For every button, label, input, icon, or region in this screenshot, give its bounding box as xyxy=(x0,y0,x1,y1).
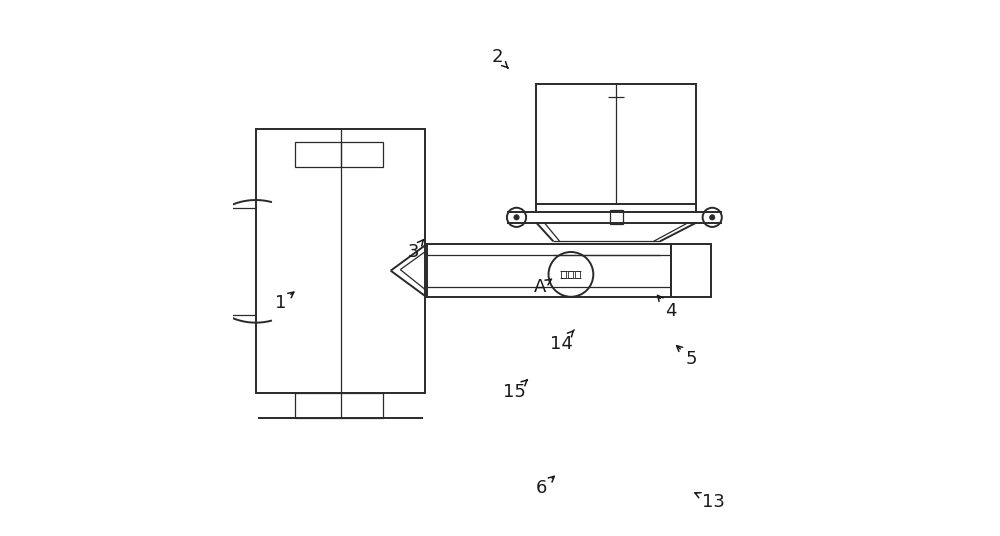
Text: 1: 1 xyxy=(275,292,294,311)
Circle shape xyxy=(507,208,526,227)
Text: 4: 4 xyxy=(658,295,676,319)
Text: 14: 14 xyxy=(550,330,574,353)
Circle shape xyxy=(703,208,722,227)
Bar xyxy=(427,244,671,297)
Bar xyxy=(256,129,425,393)
Circle shape xyxy=(514,215,519,220)
Bar xyxy=(671,244,711,297)
Bar xyxy=(575,271,580,278)
Text: 13: 13 xyxy=(695,493,725,511)
Bar xyxy=(295,393,383,419)
Text: 6: 6 xyxy=(536,477,554,497)
Bar xyxy=(536,84,696,204)
Text: 3: 3 xyxy=(407,240,424,261)
Text: 2: 2 xyxy=(492,48,508,68)
Circle shape xyxy=(710,215,715,220)
Bar xyxy=(610,211,623,224)
Text: 15: 15 xyxy=(503,379,527,401)
Bar xyxy=(295,142,383,167)
Bar xyxy=(568,271,573,278)
Text: A: A xyxy=(534,278,552,296)
Text: 5: 5 xyxy=(677,346,697,368)
Bar xyxy=(561,271,566,278)
